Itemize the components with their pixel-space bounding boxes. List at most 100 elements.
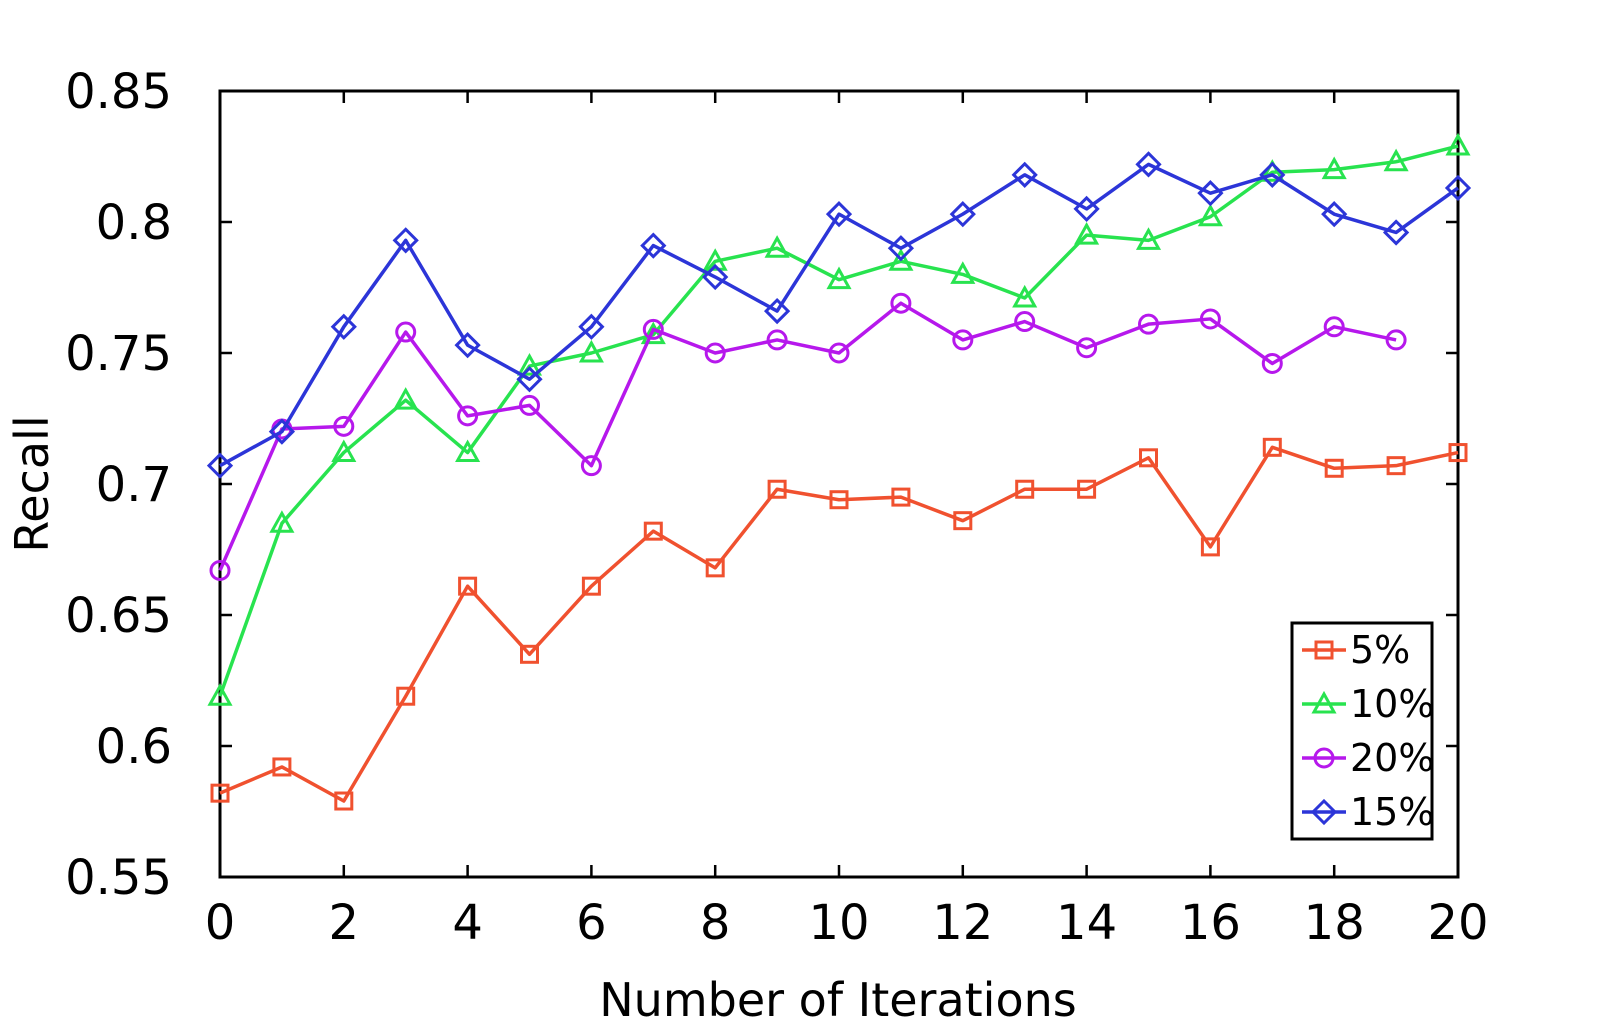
series-10-pct-point — [1074, 222, 1100, 245]
series-15-pct-point — [330, 313, 357, 340]
y-tick-label: 0.7 — [96, 457, 172, 513]
y-tick-label: 0.55 — [65, 850, 172, 906]
legend-label: 10% — [1350, 682, 1434, 726]
series-5-pct-point — [1262, 437, 1282, 457]
series-10-pct-point — [516, 353, 543, 376]
x-tick-label: 20 — [1427, 895, 1488, 951]
series-group — [206, 132, 1472, 811]
series-5-pct-point — [520, 644, 539, 664]
series-5-pct-point — [334, 791, 354, 811]
series-5-pct-point — [829, 490, 849, 510]
series-15-pct-point — [825, 201, 853, 228]
series-5-pct — [210, 437, 1468, 811]
axes: 0 2 4 6 8 10 12 14 16 18 20 0.55 0.6 0.65 0.7 0.75 0.8 0.… — [65, 64, 1488, 951]
series-10-pct-point — [578, 339, 604, 363]
series-20-pct-point — [890, 292, 912, 314]
series-20-pct-point — [519, 394, 540, 416]
series-20-pct-point — [1138, 313, 1159, 335]
legend-item-5-pct: 5% — [1302, 628, 1410, 672]
series-20-pct-point — [828, 342, 850, 364]
series-5-pct-point — [1448, 443, 1468, 463]
series-10-pct-point — [1259, 159, 1285, 182]
series-20-pct-point — [209, 559, 231, 581]
series-5-pct-point — [396, 686, 416, 706]
legend-marker — [1313, 747, 1335, 769]
series-10-pct-line — [218, 144, 1459, 697]
series-20-pct-point — [333, 415, 355, 437]
series-20-pct-point — [457, 405, 479, 427]
series-5-pct-point — [705, 558, 725, 578]
x-tick-label: 14 — [1056, 895, 1117, 951]
series-5-pct-point — [581, 576, 601, 596]
legend-item-10-pct: 10% — [1302, 682, 1434, 726]
series-15-pct — [206, 151, 1472, 479]
series-15-pct-point — [578, 313, 605, 340]
series-20-pct-point — [1199, 308, 1221, 330]
series-10-pct-point — [640, 321, 666, 345]
series-10-pct-point — [1135, 227, 1162, 250]
y-tick-label: 0.6 — [96, 719, 172, 775]
series-10-pct-point — [950, 261, 976, 284]
series-15-pct-point — [454, 332, 481, 359]
x-tick-label: 12 — [932, 895, 993, 951]
series-5-pct-point — [643, 521, 663, 541]
legend: 5% 10% 20% 15% — [1290, 621, 1434, 841]
series-10-pct-point — [269, 510, 295, 533]
series-5-pct-point — [953, 511, 973, 531]
series-15-pct-line — [219, 162, 1460, 468]
series-10-pct-point — [393, 387, 419, 410]
series-5-pct-point — [1139, 448, 1158, 468]
legend-item-20-pct: 20% — [1302, 736, 1434, 780]
series-20-pct-point — [952, 329, 974, 351]
legend-label: 5% — [1350, 628, 1410, 672]
y-tick-label: 0.65 — [65, 588, 172, 644]
series-20-pct-point — [395, 321, 417, 343]
series-10-pct-point — [764, 235, 790, 258]
series-5-pct-point — [458, 576, 478, 596]
series-10-pct-point — [1445, 132, 1471, 156]
series-5-pct-point — [1324, 458, 1344, 478]
series-20-pct-point — [704, 342, 726, 364]
series-10-pct-point — [888, 248, 914, 271]
x-tick-label: 16 — [1180, 895, 1241, 951]
series-15-pct-point — [763, 297, 791, 325]
series-20-pct-point — [580, 455, 602, 477]
series-15-pct-point — [268, 418, 296, 445]
series-15-pct-point — [1444, 174, 1472, 202]
series-5-pct-point — [1077, 479, 1097, 499]
y-tick-label: 0.85 — [65, 64, 172, 120]
x-tick-label: 0 — [205, 895, 236, 951]
series-15-pct-point — [1321, 201, 1348, 228]
y-axis-label: Recall — [5, 415, 59, 552]
x-axis-label: Number of Iterations — [599, 973, 1076, 1027]
series-20-pct-point — [642, 318, 664, 340]
series-5-pct-point — [1015, 479, 1035, 499]
y-tick-label: 0.8 — [96, 195, 172, 251]
series-15-pct-point — [392, 227, 419, 254]
series-5-pct-point — [210, 783, 230, 803]
series-15-pct-point — [1135, 151, 1162, 178]
series-15-pct-point — [1011, 161, 1038, 188]
series-15-pct-point — [1197, 180, 1224, 207]
series-20-pct-point — [1385, 329, 1407, 351]
series-10-pct-point — [1012, 284, 1038, 308]
series-10-pct-point — [1383, 148, 1409, 172]
legend-item-15-pct: 15% — [1302, 790, 1434, 834]
series-15-pct-point — [887, 235, 915, 262]
series-10-pct-point — [826, 266, 852, 290]
legend-marker — [1311, 690, 1337, 714]
series-15-pct-point — [702, 263, 729, 291]
series-5-pct-point — [1200, 537, 1220, 557]
x-tick-label: 10 — [808, 895, 869, 951]
series-5-pct-point — [891, 487, 911, 507]
legend-label: 15% — [1350, 790, 1434, 834]
x-tick-label: 18 — [1304, 895, 1365, 951]
series-10-pct-point — [455, 439, 481, 463]
x-tick-label: 8 — [700, 895, 731, 951]
series-15-pct-point — [1259, 161, 1286, 188]
series-10-pct-point — [207, 683, 233, 706]
series-20-pct-point — [1323, 316, 1345, 338]
